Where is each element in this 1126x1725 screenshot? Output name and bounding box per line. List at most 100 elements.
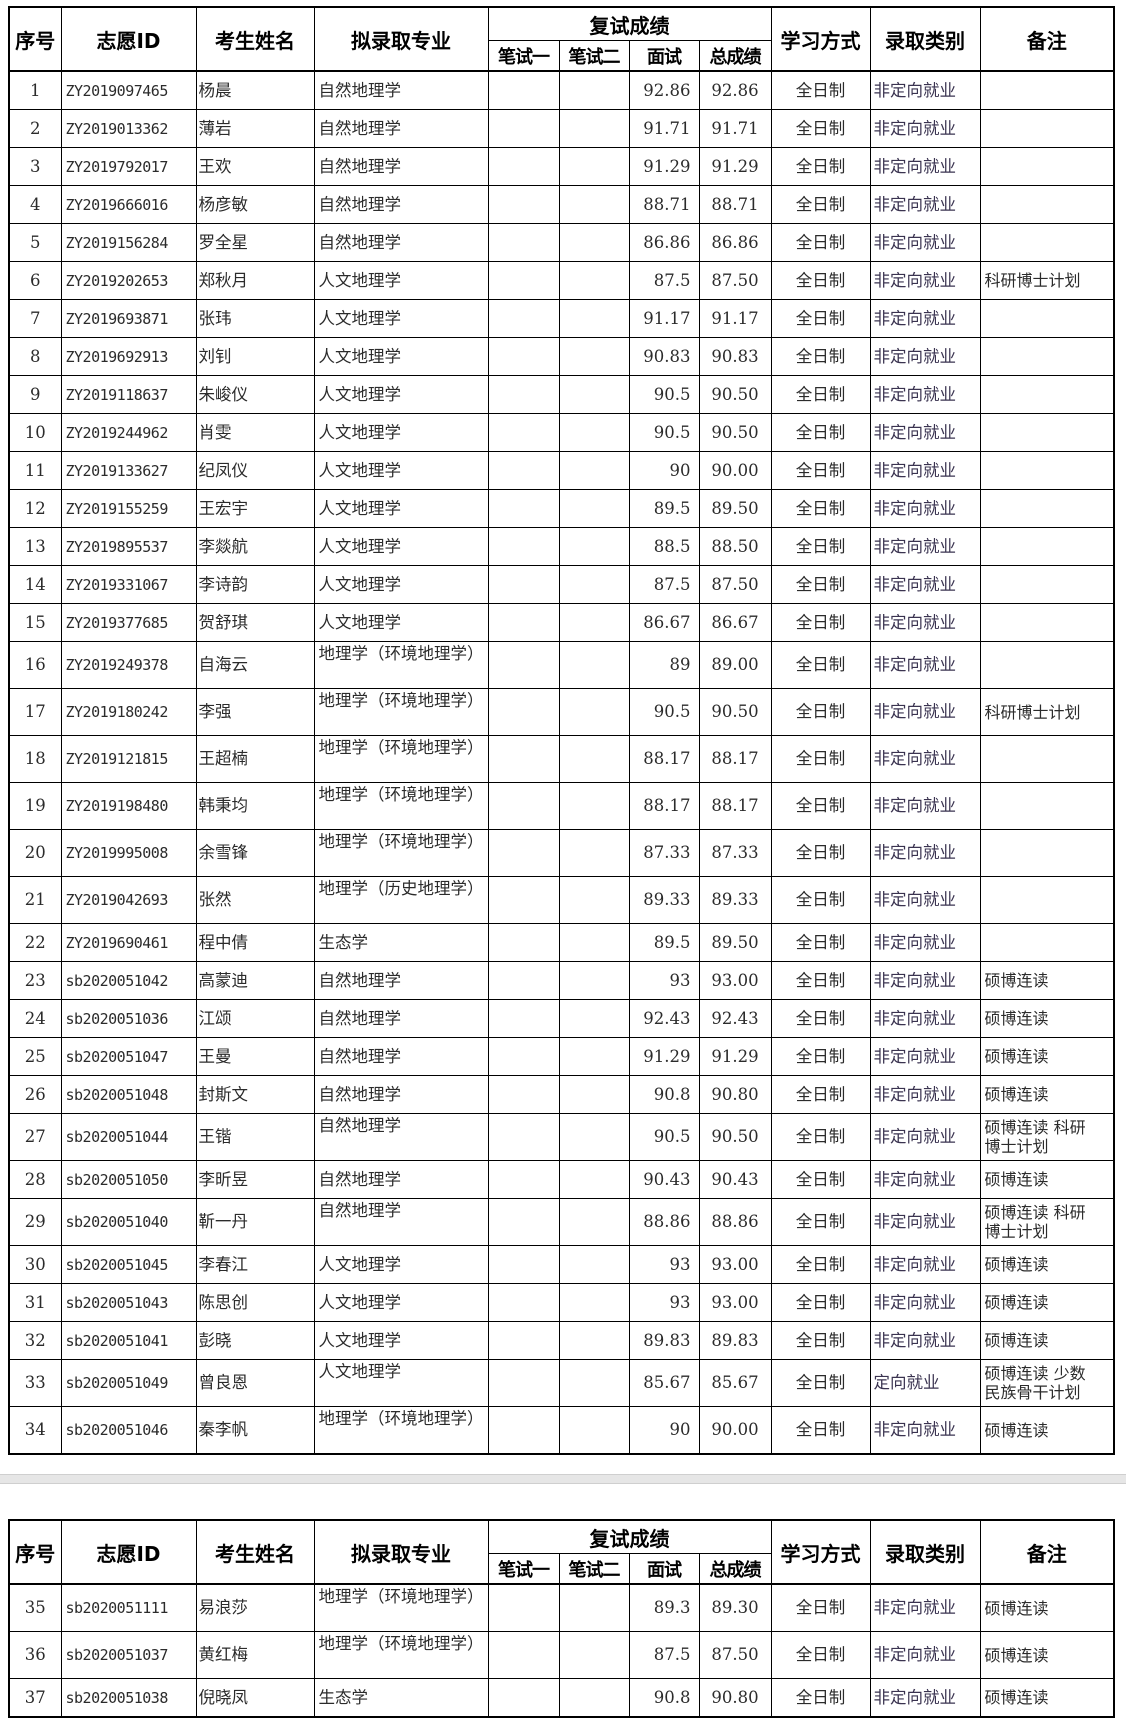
cell-major: 自然地理学 <box>313 109 489 148</box>
cell-mode: 全日制 <box>770 735 871 783</box>
table-row: 23 sb2020051042 高蒙迪 自然地理学 93 93.00 全日制 非定向就业 硕博连… <box>8 961 1115 1000</box>
cell-w1 <box>487 337 560 376</box>
cell-id: ZY2019042693 <box>60 876 197 924</box>
cell-interview: 86.67 <box>628 603 700 642</box>
cell-type: 非定向就业 <box>869 223 981 262</box>
table-row: 8 ZY2019692913 刘钊 人文地理学 90.83 90.83 全日制 非定向就业 <box>8 337 1115 376</box>
cell-total: 89.30 <box>698 1583 772 1632</box>
cell-w1 <box>487 1113 560 1161</box>
cell-remark: 硕博连读 <box>979 1678 1115 1718</box>
cell-w2 <box>558 1037 630 1076</box>
cell-remark <box>979 641 1115 689</box>
cell-mode: 全日制 <box>770 1283 871 1322</box>
header-mode: 学习方式 <box>770 6 871 72</box>
cell-total: 87.50 <box>698 565 772 604</box>
cell-w2 <box>558 527 630 566</box>
table-row: 10 ZY2019244962 肖雯 人文地理学 90.5 90.50 全日制 非定向就业 <box>8 413 1115 452</box>
cell-seq: 27 <box>8 1113 62 1161</box>
cell-name: 曾良恩 <box>195 1359 315 1407</box>
cell-w1 <box>487 1037 560 1076</box>
cell-type: 非定向就业 <box>869 876 981 924</box>
cell-interview: 93 <box>628 1283 700 1322</box>
cell-major: 自然地理学 <box>313 1113 489 1161</box>
table-row: 16 ZY2019249378 自海云 地理学（环境地理学） 89 89.00 全日制 非定向… <box>8 641 1115 689</box>
cell-w2 <box>558 1113 630 1161</box>
cell-total: 92.43 <box>698 999 772 1038</box>
cell-w2 <box>558 923 630 962</box>
cell-remark: 硕博连读 <box>979 1631 1115 1679</box>
cell-name: 李春江 <box>195 1245 315 1284</box>
cell-major: 自然地理学 <box>313 70 489 110</box>
cell-remark: 硕博连读 <box>979 1160 1115 1199</box>
cell-total: 89.00 <box>698 641 772 689</box>
cell-remark <box>979 223 1115 262</box>
cell-mode: 全日制 <box>770 1406 871 1455</box>
cell-id: ZY2019792017 <box>60 147 197 186</box>
cell-total: 93.00 <box>698 961 772 1000</box>
table-row: 25 sb2020051047 王曼 自然地理学 91.29 91.29 全日制 非定向就业硕… <box>8 1037 1115 1076</box>
cell-total: 88.86 <box>698 1198 772 1246</box>
cell-interview: 91.29 <box>628 147 700 186</box>
cell-major: 地理学（环境地理学） <box>313 1631 489 1679</box>
cell-type: 非定向就业 <box>869 261 981 300</box>
cell-total: 91.17 <box>698 299 772 338</box>
cell-major: 地理学（环境地理学） <box>313 782 489 830</box>
cell-type: 非定向就业 <box>869 375 981 414</box>
cell-id: ZY2019156284 <box>60 223 197 262</box>
cell-mode: 全日制 <box>770 1037 871 1076</box>
table-row: 22 ZY2019690461 程中倩 生态学 89.5 89.50 全日制 非定向就业 <box>8 923 1115 962</box>
cell-seq: 1 <box>8 70 62 110</box>
admission-table-page-2: 序号 志愿ID 考生姓名 拟录取专业 复试成绩 学习方式 录取类别 备注 笔试一… <box>8 1519 1115 1718</box>
cell-total: 88.50 <box>698 527 772 566</box>
cell-w1 <box>487 1631 560 1679</box>
cell-total: 90.50 <box>698 413 772 452</box>
cell-remark <box>979 489 1115 528</box>
cell-major: 地理学（环境地理学） <box>313 1583 489 1632</box>
cell-interview: 85.67 <box>628 1359 700 1407</box>
cell-mode: 全日制 <box>770 1321 871 1360</box>
table-row: 7 ZY2019693871 张玮 人文地理学 91.17 91.17 全日制 非定向就业 <box>8 299 1115 338</box>
cell-mode: 全日制 <box>770 565 871 604</box>
table-row: 26 sb2020051048 封斯文 自然地理学 90.8 90.80 全日制 非定向就业硕… <box>8 1075 1115 1114</box>
cell-seq: 18 <box>8 735 62 783</box>
cell-id: ZY2019198480 <box>60 782 197 830</box>
cell-type: 非定向就业 <box>869 603 981 642</box>
cell-total: 90.80 <box>698 1678 772 1718</box>
cell-name: 朱峻仪 <box>195 375 315 414</box>
cell-w1 <box>487 109 560 148</box>
table-header: 序号 志愿ID 考生姓名 拟录取专业 复试成绩 学习方式 录取类别 备注 笔试一… <box>8 1519 1115 1585</box>
cell-mode: 全日制 <box>770 1160 871 1199</box>
cell-w2 <box>558 735 630 783</box>
cell-major: 人文地理学 <box>313 337 489 376</box>
cell-mode: 全日制 <box>770 375 871 414</box>
cell-seq: 7 <box>8 299 62 338</box>
cell-remark <box>979 603 1115 642</box>
cell-id: sb2020051043 <box>60 1283 197 1322</box>
cell-mode: 全日制 <box>770 1075 871 1114</box>
cell-seq: 31 <box>8 1283 62 1322</box>
cell-id: ZY2019155259 <box>60 489 197 528</box>
cell-remark <box>979 876 1115 924</box>
cell-id: sb2020051050 <box>60 1160 197 1199</box>
cell-w1 <box>487 1678 560 1718</box>
cell-seq: 30 <box>8 1245 62 1284</box>
cell-seq: 6 <box>8 261 62 300</box>
cell-remark: 硕博连读 <box>979 999 1115 1038</box>
cell-total: 88.17 <box>698 735 772 783</box>
table-row: 30 sb2020051045 李春江 人文地理学 93 93.00 全日制 非定向就业 硕博连… <box>8 1245 1115 1284</box>
cell-name: 靳一丹 <box>195 1198 315 1246</box>
header-written1: 笔试一 <box>487 40 560 72</box>
cell-type: 非定向就业 <box>869 1037 981 1076</box>
cell-interview: 87.5 <box>628 565 700 604</box>
cell-interview: 89.5 <box>628 923 700 962</box>
cell-w1 <box>487 735 560 783</box>
cell-id: sb2020051041 <box>60 1321 197 1360</box>
cell-mode: 全日制 <box>770 1113 871 1161</box>
cell-type: 非定向就业 <box>869 1678 981 1718</box>
cell-id: sb2020051049 <box>60 1359 197 1407</box>
cell-remark <box>979 337 1115 376</box>
cell-name: 倪晓凤 <box>195 1678 315 1718</box>
cell-id: ZY2019895537 <box>60 527 197 566</box>
cell-total: 90.83 <box>698 337 772 376</box>
cell-remark <box>979 375 1115 414</box>
